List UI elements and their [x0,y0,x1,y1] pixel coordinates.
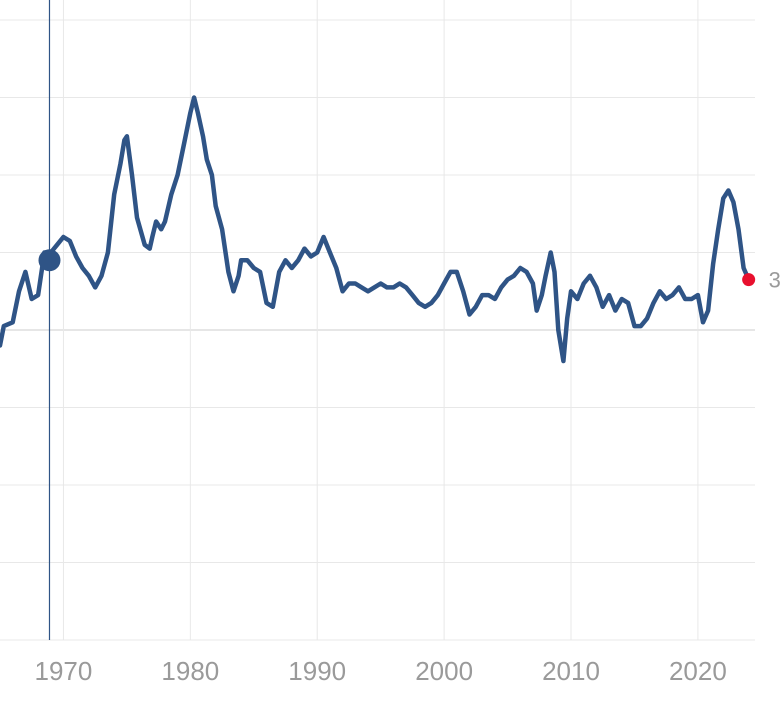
hover-cursor-dot[interactable] [38,249,61,272]
x-tick-label: 1980 [161,656,219,686]
x-tick-label: 2020 [669,656,727,686]
x-tick-label: 1970 [35,656,93,686]
series-line [0,95,751,364]
latest-value-dot [742,273,756,287]
x-tick-label: 2010 [542,656,600,686]
latest-value-label: 3 [769,268,781,293]
x-axis-ticks: 1970 1980 1990 2000 2010 2020 [35,656,727,686]
gridlines [0,0,755,641]
x-tick-label: 1990 [288,656,346,686]
x-tick-label: 2000 [415,656,473,686]
